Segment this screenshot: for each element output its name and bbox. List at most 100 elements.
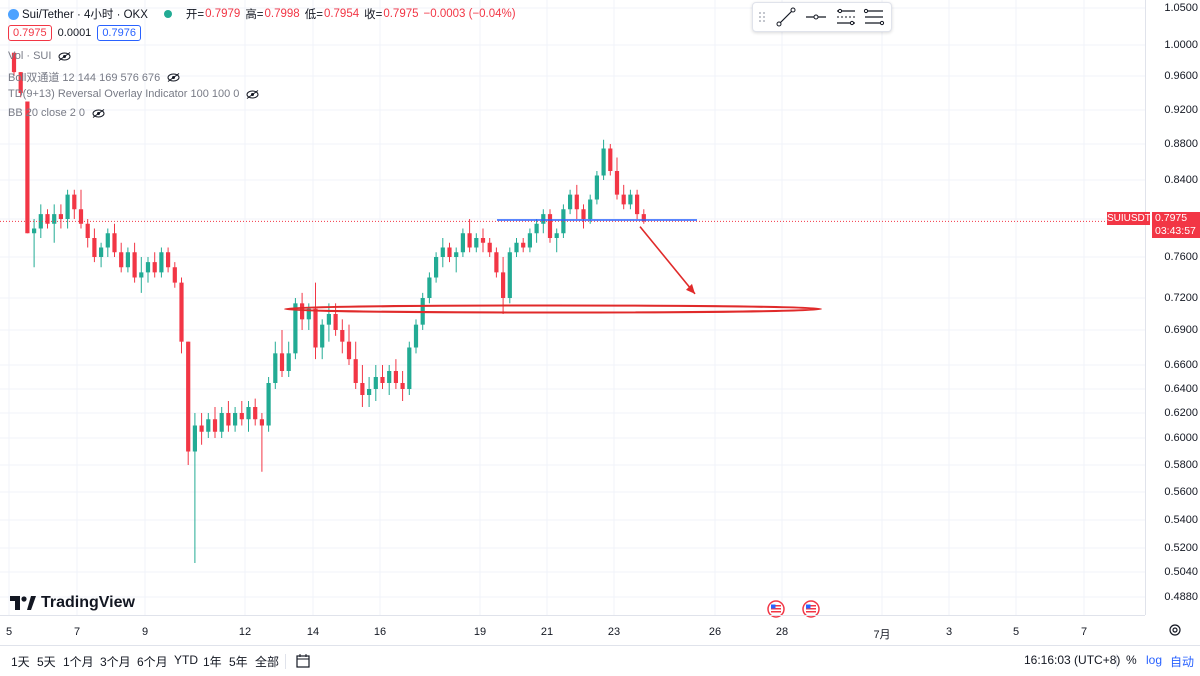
candle-body	[11, 52, 17, 73]
tradingview-logo-icon	[10, 596, 36, 610]
candle-body	[641, 214, 646, 222]
range-button-1m[interactable]: 1个月	[63, 655, 94, 669]
calendar-range-icon[interactable]	[295, 653, 311, 669]
candle-body	[333, 314, 338, 330]
price-tick-label: 0.6200	[1164, 407, 1198, 419]
candles	[11, 52, 646, 563]
candle-body	[568, 194, 573, 210]
time-label: 19	[473, 626, 487, 638]
log-scale-toggle[interactable]: log	[1146, 653, 1163, 667]
horizontal-ray-tool-icon[interactable]	[803, 6, 829, 28]
price-tick-label: 0.4880	[1164, 591, 1198, 603]
eye-hidden-icon[interactable]	[58, 51, 71, 61]
price-tick-label: 0.6600	[1164, 359, 1198, 371]
candle-body	[152, 262, 157, 273]
high-label: 高=	[245, 9, 264, 21]
candle-body	[353, 359, 358, 383]
axis-settings-gear-icon[interactable]	[1168, 623, 1182, 637]
candle-body	[454, 252, 459, 257]
symbol-title[interactable]: Sui/Tether · 4小时 · OKX	[22, 9, 148, 21]
candle-body	[78, 209, 84, 224]
open-label: 开=	[185, 9, 205, 21]
price-tick-label: 1.0500	[1164, 2, 1198, 14]
tradingview-logo[interactable]: TradingView	[10, 594, 135, 612]
price-tag-symbol: SUIUSDT	[1107, 212, 1151, 225]
candle-body	[206, 419, 211, 432]
clock-timezone[interactable]: 16:16:03 (UTC+8)	[1024, 653, 1121, 667]
candle-body	[373, 377, 378, 389]
annotations	[0, 219, 1145, 314]
range-button-6m[interactable]: 6个月	[137, 655, 168, 669]
candle-body	[574, 194, 579, 210]
range-button-all[interactable]: 全部	[255, 655, 280, 669]
candle-body	[172, 267, 177, 283]
trend-line-tool-icon[interactable]	[773, 6, 799, 28]
price-axis[interactable]: 1.05001.00000.96000.92000.88000.84000.80…	[1145, 0, 1200, 615]
candle-body	[52, 214, 57, 224]
price-tick-label: 0.5800	[1164, 459, 1198, 471]
auto-scale-toggle[interactable]: 自动	[1170, 655, 1195, 669]
candle-body	[601, 148, 606, 176]
range-button-5d[interactable]: 5天	[37, 655, 56, 669]
range-button-5y[interactable]: 5年	[229, 655, 248, 669]
candle-body	[507, 252, 512, 298]
range-button-1d[interactable]: 1天	[11, 655, 30, 669]
candle-body	[119, 252, 124, 268]
us-flag-event-icon[interactable]	[767, 600, 785, 618]
candle-body	[440, 247, 445, 257]
price-tick-label: 0.5040	[1164, 566, 1198, 578]
candle-body	[447, 247, 452, 257]
candle-body	[407, 347, 412, 389]
candle-body	[346, 341, 352, 360]
candle-body	[253, 407, 258, 420]
candlestick-chart[interactable]	[0, 0, 1145, 615]
us-flag-event-icon[interactable]	[802, 600, 820, 618]
price-tick-label: 0.8400	[1164, 174, 1198, 186]
fib-retracement-tool-icon[interactable]	[861, 6, 887, 28]
percent-scale-toggle[interactable]: %	[1126, 653, 1137, 667]
time-label: 21	[540, 626, 554, 638]
candle-body	[320, 324, 325, 348]
indicator-bb[interactable]: BB 20 close 2 0	[8, 107, 105, 119]
eye-hidden-icon[interactable]	[92, 108, 105, 118]
candle-body	[554, 233, 559, 238]
bid-price-box[interactable]: 0.7975	[8, 25, 52, 41]
indicator-vol[interactable]: Vol · SUI	[8, 50, 71, 62]
parallel-channel-tool-icon[interactable]	[833, 6, 859, 28]
candle-body	[628, 194, 633, 205]
eye-hidden-icon[interactable]	[167, 72, 180, 82]
candle-body	[139, 272, 144, 278]
drag-handle-icon[interactable]	[755, 6, 769, 28]
candle-body	[125, 252, 130, 268]
eye-hidden-icon[interactable]	[246, 89, 259, 99]
time-axis[interactable]: 5 7 9 12 14 16 19 21 23 26 28 7月 3 5 7	[0, 615, 1145, 646]
candle-body	[313, 308, 318, 348]
candle-body	[306, 308, 311, 320]
price-tag-value: 0.7975	[1152, 212, 1200, 225]
price-tick-label: 0.6900	[1164, 324, 1198, 336]
range-button-3m[interactable]: 3个月	[100, 655, 131, 669]
candle-body	[434, 257, 439, 278]
range-button-1y[interactable]: 1年	[203, 655, 222, 669]
candle-body	[340, 330, 345, 342]
time-label: 16	[373, 626, 387, 638]
candle-body	[393, 371, 398, 383]
indicator-vol-label: Vol · SUI	[8, 50, 52, 62]
chart-area[interactable]	[0, 0, 1145, 615]
range-button-ytd[interactable]: YTD	[174, 653, 198, 667]
candle-body	[212, 419, 218, 432]
candle-body	[246, 407, 251, 420]
drawing-toolbar	[752, 2, 892, 32]
candle-body	[99, 247, 104, 257]
indicator-td[interactable]: TD(9+13) Reversal Overlay Indicator 100 …	[8, 88, 259, 100]
divider	[285, 654, 286, 669]
price-tick-label: 0.9600	[1164, 70, 1198, 82]
close-label: 收=	[364, 9, 383, 21]
price-tick-label: 0.8800	[1164, 138, 1198, 150]
market-status-dot	[163, 10, 172, 18]
candle-body	[494, 252, 499, 273]
indicator-boll[interactable]: Boll双通道 12 144 169 576 676	[8, 69, 180, 85]
close-value: 0.7975	[383, 8, 419, 20]
candle-body	[25, 101, 30, 234]
ask-price-box[interactable]: 0.7976	[97, 25, 141, 41]
